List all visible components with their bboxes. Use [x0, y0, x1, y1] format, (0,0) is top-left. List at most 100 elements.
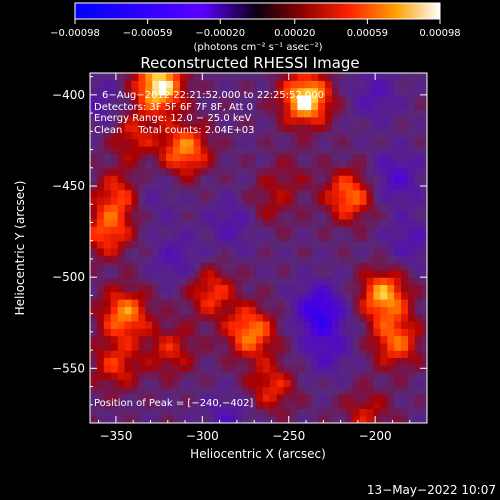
- heatmap-cell: [394, 131, 402, 140]
- heatmap-cell: [338, 255, 347, 264]
- heatmap-cell: [242, 255, 250, 264]
- heatmap-cell: [117, 313, 126, 322]
- heatmap-cell: [159, 415, 167, 423]
- heatmap-cell: [145, 189, 153, 198]
- heatmap-cell: [373, 189, 381, 198]
- heatmap-cell: [262, 262, 271, 271]
- heatmap-cell: [214, 262, 222, 271]
- heatmap-cell: [145, 306, 153, 315]
- heatmap-cell: [103, 116, 112, 125]
- heatmap-cell: [297, 73, 305, 81]
- heatmap-cell: [152, 415, 160, 423]
- heatmap-cell: [138, 138, 146, 147]
- heatmap-cell: [283, 408, 292, 417]
- heatmap-cell: [269, 87, 278, 96]
- heatmap-cell: [117, 415, 126, 423]
- heatmap-cell: [172, 415, 181, 423]
- heatmap-cell: [276, 313, 285, 322]
- heatmap-cell: [207, 182, 216, 191]
- heatmap-cell: [159, 269, 167, 278]
- heatmap-cell: [366, 277, 375, 286]
- heatmap-cell: [407, 124, 416, 132]
- heatmap-cell: [421, 357, 427, 366]
- heatmap-cell: [207, 393, 216, 402]
- heatmap-cell: [166, 94, 174, 103]
- heatmap-cell: [110, 167, 119, 176]
- heatmap-cell: [373, 313, 381, 322]
- heatmap-cell: [311, 204, 319, 213]
- heatmap-cell: [235, 415, 243, 423]
- heatmap-cell: [138, 320, 146, 329]
- heatmap-cell: [248, 233, 257, 242]
- heatmap-cell: [359, 379, 368, 388]
- heatmap-cell: [414, 80, 423, 89]
- heatmap-cell: [401, 277, 409, 286]
- heatmap-cell: [235, 364, 243, 373]
- heatmap-cell: [352, 401, 361, 410]
- heatmap-cell: [124, 87, 133, 96]
- heatmap-cell: [331, 218, 340, 227]
- heatmap-cell: [387, 379, 395, 388]
- heatmap-cell: [366, 131, 375, 140]
- heatmap-cell: [103, 364, 112, 373]
- heatmap-cell: [242, 175, 250, 183]
- heatmap-cell: [200, 335, 209, 344]
- heatmap-cell: [207, 269, 216, 278]
- heatmap-cell: [207, 204, 216, 213]
- heatmap-cell: [172, 175, 181, 183]
- heatmap-cell: [387, 335, 395, 344]
- heatmap-cell: [96, 196, 105, 205]
- heatmap-cell: [103, 350, 112, 358]
- heatmap-cell: [124, 145, 133, 154]
- heatmap-cell: [248, 109, 257, 118]
- heatmap-cell: [380, 299, 388, 307]
- heatmap-cell: [166, 211, 174, 220]
- heatmap-cell: [421, 393, 427, 402]
- heatmap-cell: [159, 408, 167, 417]
- heatmap-cell: [380, 313, 388, 322]
- heatmap-cell: [186, 328, 195, 337]
- heatmap-cell: [352, 379, 361, 388]
- heatmap-cell: [297, 408, 305, 417]
- heatmap-cell: [311, 313, 319, 322]
- heatmap-cell: [131, 124, 139, 132]
- heatmap-cell: [152, 211, 160, 220]
- heatmap-cell: [214, 255, 222, 264]
- heatmap-cell: [159, 211, 167, 220]
- heatmap-cell: [269, 145, 278, 154]
- heatmap-cell: [338, 109, 347, 118]
- heatmap-cell: [200, 153, 209, 162]
- heatmap-cell: [96, 350, 105, 358]
- heatmap-cell: [235, 145, 243, 154]
- heatmap-cell: [345, 328, 354, 337]
- heatmap-cell: [117, 124, 126, 132]
- heatmap-cell: [352, 175, 361, 183]
- heatmap-cell: [110, 233, 119, 242]
- heatmap-cell: [345, 153, 354, 162]
- heatmap-cell: [242, 291, 250, 300]
- heatmap-cell: [269, 393, 278, 402]
- heatmap-cell: [145, 357, 153, 366]
- heatmap-cell: [214, 218, 222, 227]
- heatmap-cell: [166, 291, 174, 300]
- heatmap-cell: [394, 211, 402, 220]
- heatmap-cell: [269, 291, 278, 300]
- heatmap-cell: [248, 269, 257, 278]
- heatmap-cell: [124, 328, 133, 337]
- heatmap-cell: [124, 226, 133, 235]
- heatmap-cell: [214, 357, 222, 366]
- heatmap-cell: [221, 262, 229, 271]
- heatmap-cell: [359, 313, 368, 322]
- heatmap-cell: [235, 284, 243, 293]
- heatmap-cell: [221, 415, 229, 423]
- heatmap-cell: [290, 189, 298, 198]
- heatmap-cell: [380, 182, 388, 191]
- heatmap-cell: [407, 189, 416, 198]
- heatmap-cell: [394, 255, 402, 264]
- heatmap-cell: [414, 313, 423, 322]
- heatmap-cell: [124, 160, 133, 169]
- heatmap-cell: [207, 277, 216, 286]
- heatmap-cell: [283, 102, 292, 111]
- heatmap-cell: [269, 313, 278, 322]
- heatmap-cell: [159, 328, 167, 337]
